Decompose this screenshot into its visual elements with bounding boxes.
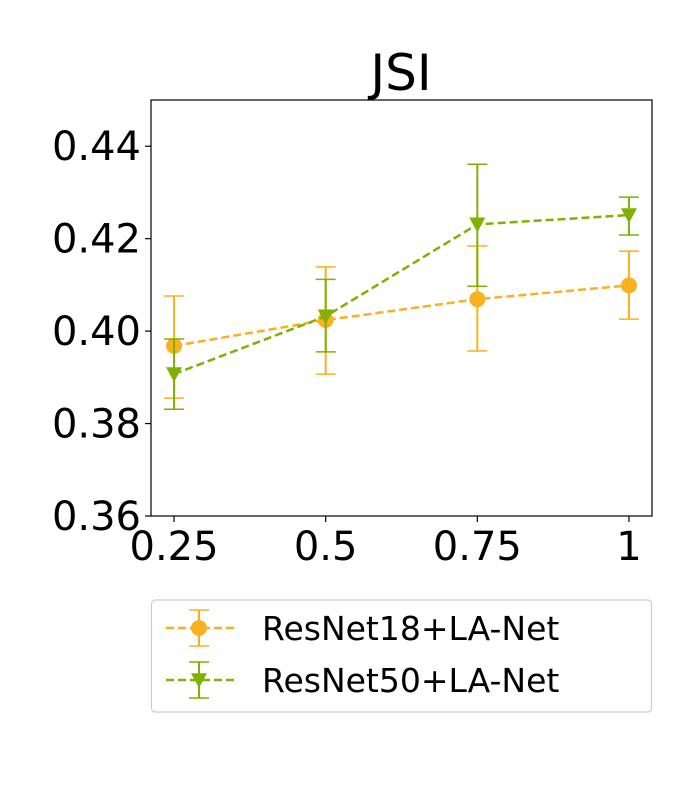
marker-circle: [191, 620, 207, 636]
legend-label: ResNet50+LA-Net: [262, 661, 559, 700]
x-tick-label: 0.25: [130, 524, 219, 570]
plot-frame: [150, 99, 653, 517]
legend-entry: ResNet50+LA-Net: [166, 661, 559, 700]
marker-triangle-down: [191, 673, 207, 688]
marker-circle: [469, 291, 486, 308]
chart-title: JSI: [367, 44, 431, 102]
marker-triangle-down: [166, 367, 183, 383]
y-tick-label: 0.44: [52, 124, 141, 170]
marker-triangle-down: [317, 309, 334, 325]
legend-frame: [150, 599, 653, 713]
marker-circle: [620, 277, 637, 294]
y-tick-label: 0.36: [52, 494, 141, 540]
x-tick-label: 0.75: [433, 524, 522, 570]
series-line: [173, 213, 630, 376]
marker-triangle-down: [620, 208, 637, 224]
y-tick-label: 0.42: [52, 217, 141, 263]
series-2: [164, 163, 639, 410]
legend-entry: ResNet18+LA-Net: [166, 609, 559, 648]
y-tick-label: 0.38: [52, 402, 141, 448]
x-tick-label: 0.5: [294, 524, 358, 570]
legend-label: ResNet18+LA-Net: [262, 609, 559, 648]
legend: ResNet18+LA-Net ResNet50+LA-Net: [150, 599, 653, 713]
series-line: [173, 284, 630, 348]
x-tick-label: 1: [616, 524, 641, 570]
y-tick-label: 0.40: [52, 309, 141, 355]
series-1: [164, 245, 639, 399]
marker-triangle-down: [469, 217, 486, 233]
